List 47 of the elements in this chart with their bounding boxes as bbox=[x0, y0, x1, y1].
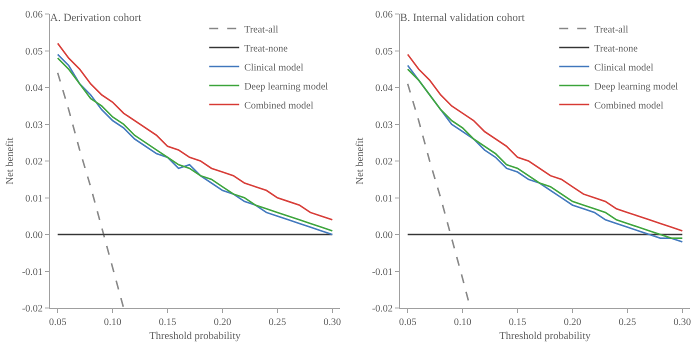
chart-title: B. Internal validation cohort bbox=[400, 12, 525, 24]
y-tick-label: 0.05 bbox=[25, 46, 43, 58]
x-tick-label: 0.10 bbox=[454, 317, 472, 328]
chart-title: A. Derivation cohort bbox=[50, 12, 142, 24]
y-tick-label: 0.06 bbox=[25, 10, 43, 20]
y-tick-label: 0.01 bbox=[375, 193, 393, 204]
legend-label: Treat-none bbox=[594, 43, 638, 54]
legend-label: Clinical model bbox=[244, 62, 304, 74]
x-tick-label: 0.20 bbox=[564, 317, 582, 328]
x-tick-label: 0.10 bbox=[104, 317, 122, 328]
y-tick-label: 0.06 bbox=[375, 10, 393, 20]
y-tick-label: 0.00 bbox=[375, 230, 393, 241]
y-tick-label: 0.01 bbox=[25, 193, 43, 204]
legend-label: Combined model bbox=[594, 100, 664, 112]
x-axis-title: Threshold probability bbox=[149, 330, 242, 342]
x-tick-label: 0.30 bbox=[324, 317, 342, 328]
legend-label: Treat-all bbox=[244, 24, 278, 36]
y-tick-label: -0.02 bbox=[22, 304, 43, 314]
x-tick-label: 0.15 bbox=[158, 317, 176, 328]
y-tick-label: -0.01 bbox=[22, 266, 43, 278]
x-tick-label: 0.30 bbox=[674, 317, 692, 328]
x-axis-title: Threshold probability bbox=[499, 330, 592, 342]
x-tick-label: 0.05 bbox=[48, 317, 66, 328]
legend-label: Treat-all bbox=[594, 24, 628, 36]
x-tick-label: 0.20 bbox=[214, 317, 232, 328]
x-tick-label: 0.15 bbox=[508, 317, 526, 328]
x-tick-label: 0.25 bbox=[618, 317, 636, 328]
y-tick-label: 0.00 bbox=[25, 230, 43, 241]
legend-label: Deep learning model bbox=[244, 81, 328, 92]
y-tick-label: 0.03 bbox=[375, 120, 393, 131]
x-tick-label: 0.05 bbox=[398, 317, 416, 328]
legend-label: Combined model bbox=[244, 100, 314, 112]
y-axis-title: Net benefit bbox=[354, 137, 366, 184]
y-axis-title: Net benefit bbox=[4, 137, 16, 184]
y-tick-label: 0.04 bbox=[375, 83, 393, 94]
legend-label: Treat-none bbox=[244, 43, 288, 54]
x-tick-label: 0.25 bbox=[268, 317, 286, 328]
y-tick-label: -0.01 bbox=[372, 266, 393, 278]
y-tick-label: 0.03 bbox=[25, 120, 43, 131]
legend-label: Clinical model bbox=[594, 62, 654, 74]
y-tick-label: 0.05 bbox=[375, 46, 393, 58]
y-tick-label: 0.04 bbox=[25, 83, 43, 94]
legend-label: Deep learning model bbox=[594, 81, 678, 92]
y-tick-label: 0.02 bbox=[375, 156, 393, 168]
line-series bbox=[56, 72, 124, 308]
y-tick-label: -0.02 bbox=[372, 304, 393, 314]
y-tick-label: 0.02 bbox=[25, 156, 43, 168]
